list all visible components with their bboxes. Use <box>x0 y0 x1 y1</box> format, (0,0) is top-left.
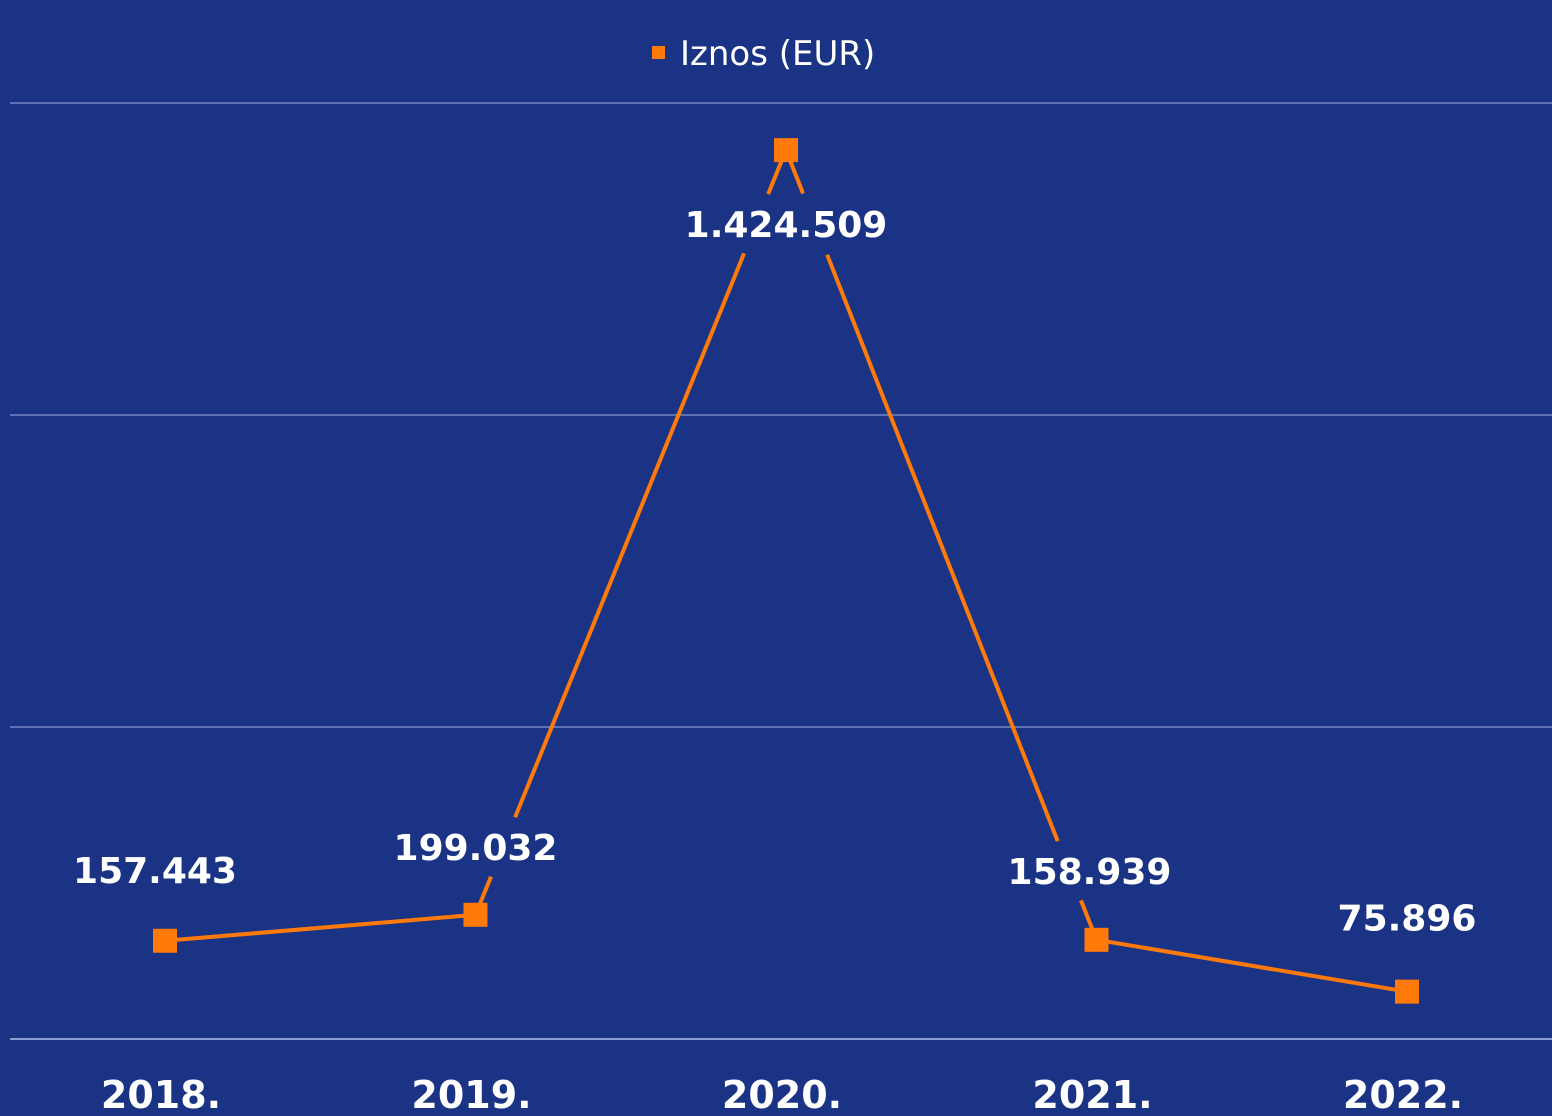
series-line-segment <box>513 252 746 819</box>
x-axis-ticks: 2018. 2019. 2020. 2021. 2022. <box>101 1073 1463 1116</box>
legend-swatch <box>652 46 665 59</box>
x-tick-label: 2021. <box>1032 1073 1152 1111</box>
series-line-segment <box>1096 937 1408 994</box>
data-label: 199.032 <box>394 828 558 869</box>
data-label: 158.939 <box>1008 852 1172 893</box>
gridlines <box>10 102 1552 1040</box>
x-tick-label: 2022. <box>1343 1073 1463 1111</box>
x-tick-label: 2020. <box>722 1073 842 1111</box>
data-label: 75.896 <box>1338 899 1477 940</box>
data-point-marker <box>153 928 177 953</box>
data-labels: 157.443 199.032 1.424.509 158.939 75.896 <box>73 205 1476 940</box>
data-label: 1.424.509 <box>685 205 888 246</box>
series-line-layer <box>164 149 1408 994</box>
series-line-segment <box>825 254 1060 842</box>
data-point-marker <box>1395 979 1419 1004</box>
x-tick-label: 2019. <box>411 1073 531 1111</box>
data-point-marker <box>463 902 488 927</box>
x-tick-label: 2018. <box>101 1073 221 1111</box>
data-label: 157.443 <box>73 851 237 892</box>
legend: Iznos (EUR) <box>652 34 875 74</box>
series-line-segment <box>164 912 476 943</box>
data-point-marker <box>774 138 798 163</box>
data-point-marker <box>1084 927 1109 952</box>
legend-label: Iznos (EUR) <box>680 34 875 74</box>
data-markers <box>153 138 1419 1004</box>
